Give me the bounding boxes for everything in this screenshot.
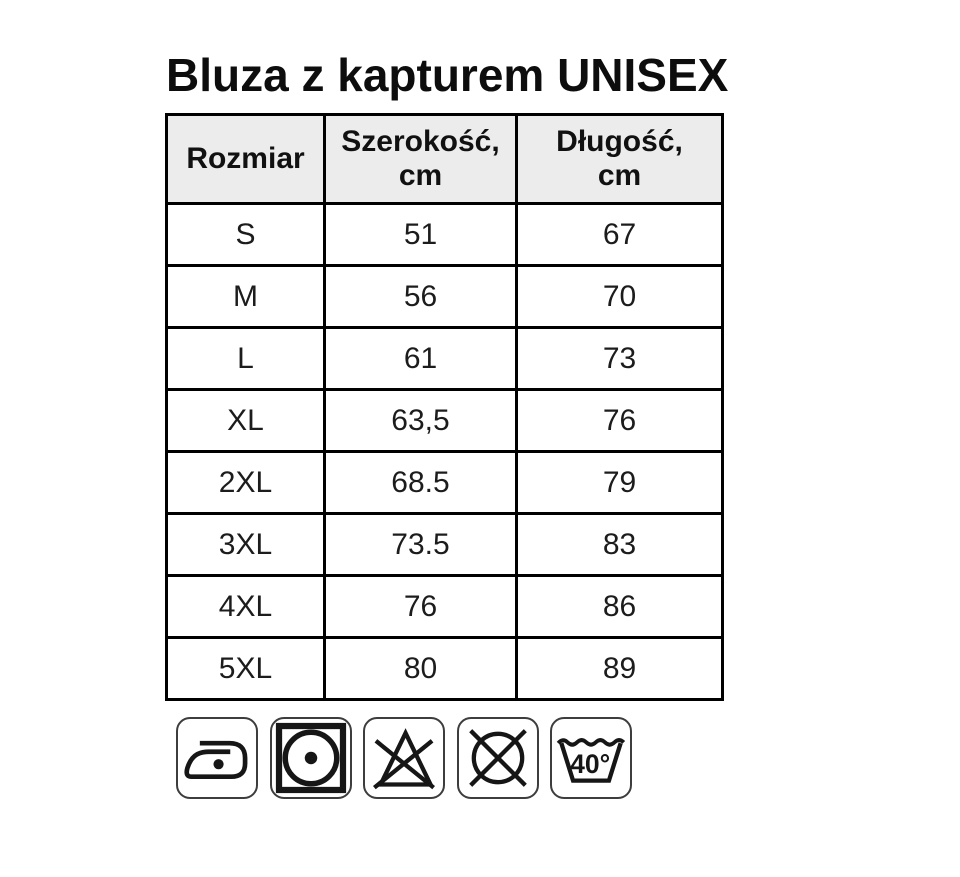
size-cell: 3XL — [165, 512, 326, 577]
table-row: L 61 73 — [165, 326, 724, 391]
crossed-circle-glyph — [468, 729, 527, 787]
size-cell: 4XL — [165, 574, 326, 639]
length-cell: 89 — [515, 636, 724, 701]
column-header-length-unit: cm — [597, 159, 642, 192]
size-cell: S — [165, 202, 326, 267]
column-header-size: Rozmiar — [165, 113, 326, 205]
do-not-bleach-icon — [363, 717, 445, 799]
width-cell: 68.5 — [323, 450, 518, 515]
column-header-size-label: Rozmiar — [186, 142, 305, 175]
column-header-length: Długość, cm — [515, 113, 724, 205]
size-cell: XL — [165, 388, 326, 453]
width-cell: 80 — [323, 636, 518, 701]
header-row: Rozmiar Szerokość, cm Długość, cm — [165, 113, 724, 205]
iron-glyph — [184, 740, 248, 780]
page-title: Bluza z kapturem UNISEX — [166, 49, 729, 101]
table-row: 4XL 76 86 — [165, 574, 724, 639]
length-cell: 86 — [515, 574, 724, 639]
width-cell: 56 — [323, 264, 518, 329]
table-row: 5XL 80 89 — [165, 636, 724, 701]
iron-one-dot-icon — [176, 717, 258, 799]
width-cell: 76 — [323, 574, 518, 639]
width-cell: 73.5 — [323, 512, 518, 577]
size-table: Rozmiar Szerokość, cm Długość, cm S 51 67 … — [165, 113, 724, 701]
table-row: 2XL 68.5 79 — [165, 450, 724, 515]
crossed-triangle-glyph — [373, 728, 435, 790]
length-cell: 67 — [515, 202, 724, 267]
size-cell: M — [165, 264, 326, 329]
tumble-dry-glyph — [275, 722, 346, 794]
care-symbols-row: 40° — [176, 717, 632, 799]
length-cell: 83 — [515, 512, 724, 577]
column-header-width: Szerokość, cm — [323, 113, 518, 205]
length-cell: 76 — [515, 388, 724, 453]
table-row: XL 63,5 76 — [165, 388, 724, 453]
size-cell: 2XL — [165, 450, 326, 515]
width-cell: 63,5 — [323, 388, 518, 453]
tumble-dry-one-dot-icon — [269, 717, 352, 799]
wash-temperature-label: 40° — [570, 749, 610, 779]
width-cell: 61 — [323, 326, 518, 391]
width-cell: 51 — [323, 202, 518, 267]
column-header-length-label: Długość, — [556, 125, 683, 158]
length-cell: 73 — [515, 326, 724, 391]
wash-tub-glyph: 40° — [556, 738, 626, 783]
column-header-width-unit: cm — [398, 159, 443, 192]
do-not-dry-clean-icon — [456, 717, 539, 799]
column-header-width-label: Szerokość, — [341, 125, 500, 158]
length-cell: 70 — [515, 264, 724, 329]
table-row: M 56 70 — [165, 264, 724, 329]
size-cell: L — [165, 326, 326, 391]
size-cell: 5XL — [165, 636, 326, 701]
length-cell: 79 — [515, 450, 724, 515]
table-row: S 51 67 — [165, 202, 724, 267]
size-table-header: Rozmiar Szerokość, cm Długość, cm — [165, 113, 724, 205]
wash-40-icon: 40° — [550, 717, 632, 799]
table-row: 3XL 73.5 83 — [165, 512, 724, 577]
